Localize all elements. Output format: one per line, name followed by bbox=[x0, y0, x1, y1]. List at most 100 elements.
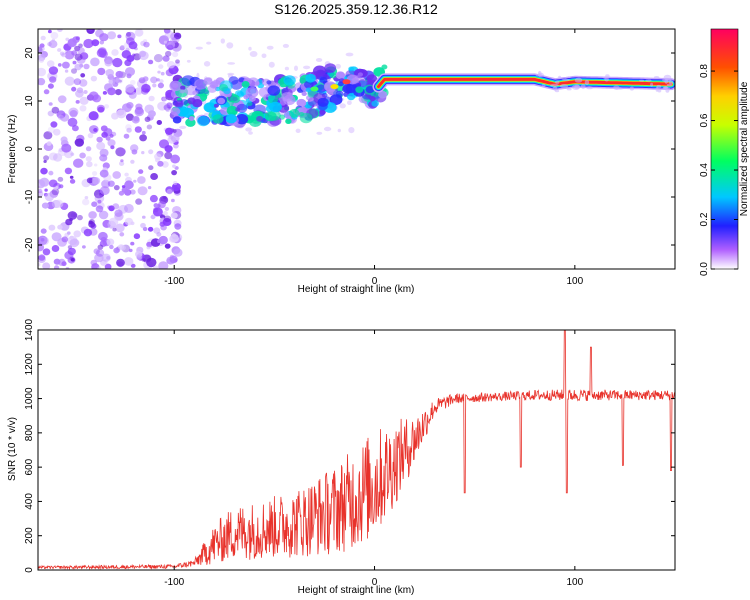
y-tick-label: 400 bbox=[24, 493, 35, 510]
noise-blob bbox=[144, 116, 151, 123]
spectral-blob bbox=[666, 83, 673, 87]
noise-blob bbox=[137, 176, 146, 184]
spectral-blob bbox=[357, 72, 363, 77]
noise-blob bbox=[99, 169, 109, 178]
noise-blob bbox=[163, 196, 167, 200]
spectral-blob bbox=[580, 83, 586, 90]
noise-blob bbox=[146, 257, 157, 268]
noise-blob bbox=[126, 127, 132, 133]
noise-blob bbox=[153, 203, 159, 208]
spectral-blob bbox=[378, 90, 388, 99]
spectral-blob bbox=[558, 75, 562, 79]
noise-blob bbox=[171, 233, 176, 237]
noise-blob bbox=[83, 90, 88, 94]
noise-blob bbox=[171, 170, 178, 176]
noise-blob bbox=[107, 180, 115, 187]
noise-blob bbox=[165, 108, 170, 112]
noise-blob bbox=[67, 38, 77, 48]
spectral-blob bbox=[217, 97, 226, 105]
noise-blob bbox=[261, 53, 267, 59]
noise-blob bbox=[99, 33, 109, 42]
noise-blob bbox=[113, 247, 120, 254]
noise-blob bbox=[72, 60, 77, 65]
noise-blob bbox=[156, 120, 162, 125]
noise-blob bbox=[141, 130, 146, 135]
noise-blob bbox=[94, 253, 104, 263]
noise-blob bbox=[134, 29, 144, 37]
noise-blob bbox=[136, 255, 142, 260]
noise-blob bbox=[154, 153, 162, 161]
noise-blob bbox=[158, 235, 168, 245]
spectral-blob bbox=[653, 76, 660, 79]
noise-blob bbox=[335, 63, 341, 69]
colorbar-ticks: 0.0 0.2 0.4 0.6 0.8 bbox=[699, 64, 738, 276]
noise-blob bbox=[157, 239, 162, 244]
colorbar: 0.0 0.2 0.4 0.6 0.8 Normalized spectral ampl… bbox=[699, 28, 750, 276]
spectral-blob bbox=[175, 99, 184, 108]
noise-blob bbox=[170, 212, 178, 219]
snr-x-axis: -100 0 100 bbox=[164, 330, 584, 588]
noise-blob bbox=[88, 211, 97, 219]
noise-blob bbox=[67, 211, 78, 220]
noise-blob bbox=[74, 63, 82, 71]
noise-blob bbox=[294, 65, 298, 71]
noise-blob bbox=[112, 227, 117, 232]
noise-blob bbox=[102, 162, 110, 169]
spectral-blob bbox=[199, 88, 210, 97]
noise-blob bbox=[112, 171, 121, 179]
noise-blob bbox=[169, 234, 179, 243]
noise-blob bbox=[104, 104, 109, 109]
noise-blob bbox=[345, 52, 354, 57]
spectral-blob bbox=[369, 96, 376, 102]
noise-blob bbox=[99, 40, 105, 45]
noise-blob bbox=[48, 179, 58, 188]
spectrogram-x-axis-label: Height of straight line (km) bbox=[298, 284, 415, 295]
noise-blob bbox=[150, 76, 158, 84]
spectral-blob bbox=[241, 81, 250, 88]
noise-blob bbox=[48, 29, 52, 34]
noise-blob bbox=[64, 69, 69, 73]
noise-blob bbox=[106, 238, 115, 246]
noise-blob bbox=[119, 232, 125, 237]
noise-blob bbox=[130, 159, 135, 164]
noise-blob bbox=[87, 133, 94, 139]
spectral-blob bbox=[639, 79, 645, 82]
noise-blob bbox=[160, 71, 165, 76]
noise-blob bbox=[153, 227, 161, 234]
noise-blob bbox=[284, 66, 289, 71]
noise-blob bbox=[74, 45, 81, 52]
noise-blob bbox=[125, 113, 134, 121]
spectral-blob bbox=[347, 93, 356, 101]
noise-blob bbox=[348, 127, 355, 134]
noise-blob bbox=[121, 187, 128, 193]
x-tick-label: -100 bbox=[164, 276, 184, 287]
spectral-blob bbox=[235, 107, 241, 112]
noise-blob bbox=[57, 114, 64, 121]
hot-spot bbox=[330, 84, 339, 90]
noise-blob bbox=[156, 78, 160, 82]
spectral-blob bbox=[552, 86, 558, 91]
snr-panel: -100 0 100 0 200 400 600 800 1000 1200 1400 Heigh… bbox=[7, 318, 676, 596]
noise-blob bbox=[152, 83, 157, 88]
y-tick-label: 20 bbox=[24, 47, 35, 59]
spectrogram-y-axis: 20 10 0 -10 -20 bbox=[24, 47, 675, 252]
spectral-blob bbox=[304, 80, 314, 89]
noise-blob bbox=[67, 117, 78, 127]
noise-blob bbox=[57, 176, 64, 182]
noise-blob bbox=[167, 44, 174, 51]
noise-blob bbox=[43, 160, 47, 163]
noise-blob bbox=[123, 133, 130, 139]
spectral-blob bbox=[324, 81, 337, 92]
noise-blob bbox=[249, 51, 258, 57]
noise-blob bbox=[116, 109, 127, 119]
spectral-blob bbox=[371, 100, 380, 107]
noise-blob bbox=[123, 203, 134, 213]
spectrogram-x-axis: -100 0 100 bbox=[164, 29, 584, 287]
spectral-blob bbox=[366, 74, 378, 84]
noise-blob bbox=[50, 121, 58, 128]
noise-blob bbox=[79, 96, 89, 105]
noise-blob bbox=[115, 77, 124, 84]
noise-blob bbox=[39, 177, 50, 187]
noise-blob bbox=[82, 245, 86, 249]
